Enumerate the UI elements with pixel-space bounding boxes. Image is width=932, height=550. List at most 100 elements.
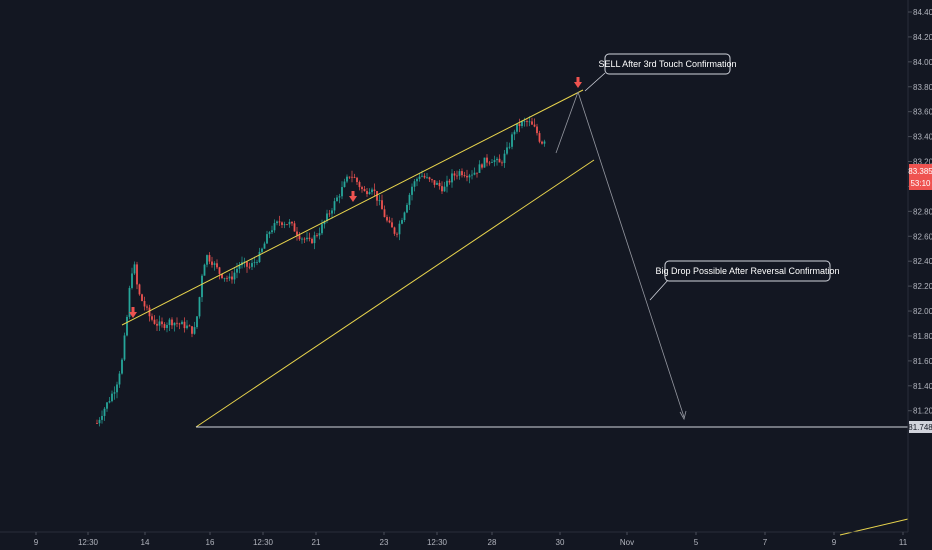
touch-marker-1-icon bbox=[129, 307, 137, 318]
candle-body bbox=[301, 238, 303, 240]
candle-body bbox=[466, 175, 468, 178]
candle-body bbox=[193, 327, 196, 334]
y-tick-label: 84.200 bbox=[913, 33, 932, 42]
candle-body bbox=[153, 319, 156, 324]
candle-body bbox=[471, 174, 473, 176]
candle-body bbox=[451, 173, 453, 183]
candle-body bbox=[416, 178, 418, 182]
candle-body bbox=[306, 237, 308, 240]
candle-body bbox=[391, 222, 393, 228]
candle-body bbox=[191, 326, 193, 334]
candle-body bbox=[413, 181, 416, 187]
candle-body bbox=[528, 121, 531, 123]
y-tick-label: 84.000 bbox=[913, 58, 932, 67]
candle-body bbox=[438, 182, 441, 187]
candle-body bbox=[141, 294, 143, 302]
candle-body bbox=[511, 134, 513, 147]
x-tick-label: 28 bbox=[488, 538, 497, 547]
candle-body bbox=[198, 297, 201, 317]
candle-body bbox=[276, 221, 278, 224]
candle-body bbox=[441, 186, 443, 192]
candle-body bbox=[261, 248, 263, 252]
candle-body bbox=[223, 277, 226, 279]
candle-body bbox=[116, 384, 118, 393]
candle-body bbox=[316, 235, 318, 237]
candle-body bbox=[363, 189, 366, 192]
candle-body bbox=[136, 264, 138, 285]
candle-body bbox=[228, 276, 231, 279]
candle-body bbox=[538, 133, 541, 142]
price-axis[interactable]: 84.400 84.200 84.000 83.800 83.600 83.400 83.2… bbox=[907, 0, 932, 532]
candle-body bbox=[133, 264, 136, 274]
candle-body bbox=[258, 251, 261, 263]
candle-body bbox=[411, 186, 413, 195]
y-tick-label: 84.400 bbox=[913, 8, 932, 17]
candle-body bbox=[328, 213, 331, 215]
candle-body bbox=[186, 325, 188, 329]
candle-body bbox=[458, 171, 461, 176]
candle-body bbox=[396, 233, 398, 235]
candle-body bbox=[248, 266, 251, 268]
candle-body bbox=[158, 321, 161, 326]
candle-body bbox=[381, 200, 383, 210]
y-tick-label: 82.200 bbox=[913, 282, 932, 291]
candle-body bbox=[171, 319, 173, 326]
x-tick-label: 30 bbox=[556, 538, 565, 547]
x-tick-label: 9 bbox=[832, 538, 837, 547]
candle-body bbox=[483, 157, 486, 168]
candle-body bbox=[311, 238, 313, 244]
plot-area[interactable]: SELL After 3rd Touch Confirmation Big Dr… bbox=[96, 53, 909, 536]
candle-body bbox=[401, 220, 403, 224]
candle-body bbox=[373, 189, 376, 192]
countdown-label: 53:10 bbox=[910, 179, 931, 188]
candle-body bbox=[266, 234, 268, 244]
candle-body bbox=[478, 164, 481, 173]
forecast-up-line bbox=[555, 91, 579, 154]
channel-lower-line[interactable] bbox=[195, 159, 595, 428]
y-tick-label: 83.200 bbox=[913, 158, 932, 167]
candle-body bbox=[233, 272, 236, 280]
candle-body bbox=[536, 126, 538, 134]
candle-body bbox=[436, 182, 438, 185]
last-price-label: 83.385 bbox=[908, 167, 932, 176]
x-tick-label: 21 bbox=[312, 538, 321, 547]
candle-body bbox=[163, 324, 166, 328]
candle-body bbox=[421, 175, 423, 177]
channel-upper-line[interactable] bbox=[121, 89, 584, 326]
annotation-sell[interactable]: SELL After 3rd Touch Confirmation bbox=[598, 53, 737, 75]
candle-body bbox=[456, 175, 458, 177]
candle-body bbox=[291, 221, 293, 224]
candle-body bbox=[203, 264, 206, 276]
x-tick-label: 12:30 bbox=[253, 538, 274, 547]
candle-body bbox=[286, 224, 288, 226]
y-tick-label: 81.800 bbox=[913, 332, 932, 341]
time-axis[interactable]: 9 12:30 14 16 12:30 21 23 12:30 28 30 Nov 5 7 9 11 bbox=[0, 531, 908, 547]
candle-body bbox=[168, 319, 171, 326]
candle-body bbox=[338, 196, 341, 198]
candle-body bbox=[181, 321, 183, 325]
x-tick-label: 11 bbox=[899, 538, 908, 547]
x-tick-label: 7 bbox=[763, 538, 768, 547]
candle-body bbox=[353, 177, 356, 179]
candle-body bbox=[251, 263, 253, 267]
candle-body bbox=[516, 123, 518, 132]
candle-body bbox=[268, 232, 271, 235]
candle-body bbox=[493, 160, 496, 163]
candle-body bbox=[326, 213, 328, 222]
candle-body bbox=[151, 316, 153, 320]
candle-body bbox=[496, 158, 498, 161]
candle-body bbox=[418, 176, 421, 179]
candle-body bbox=[476, 172, 478, 174]
candle-body bbox=[106, 402, 108, 409]
candle-body bbox=[323, 221, 326, 225]
candle-body bbox=[443, 186, 446, 192]
candle-body bbox=[213, 263, 216, 265]
candle-body bbox=[166, 325, 168, 328]
annotation-drop[interactable]: Big Drop Possible After Reversal Confirm… bbox=[655, 260, 840, 282]
x-tick-label: 5 bbox=[694, 538, 699, 547]
candle-body bbox=[376, 191, 378, 201]
touch-marker-3-icon bbox=[574, 77, 582, 88]
candle-body bbox=[313, 235, 316, 244]
candle-body bbox=[468, 175, 471, 178]
